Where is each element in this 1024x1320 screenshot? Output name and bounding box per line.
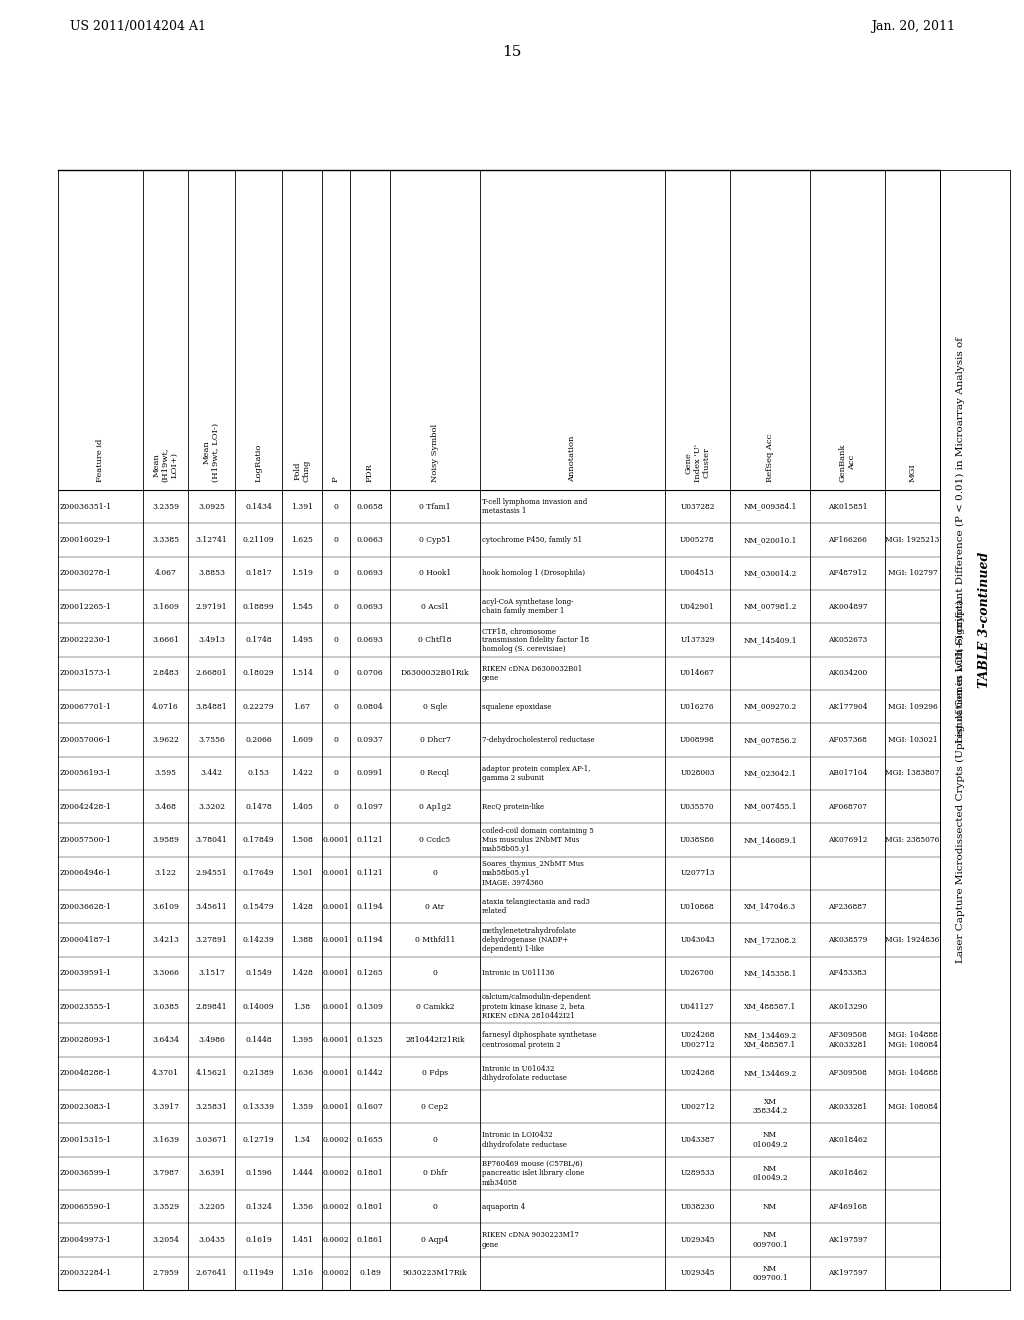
Text: RecQ protein-like: RecQ protein-like xyxy=(482,803,544,810)
Text: MGI: 104888
MGI: 108084: MGI: 104888 MGI: 108084 xyxy=(888,1031,937,1048)
Text: U038S86: U038S86 xyxy=(680,836,715,843)
Text: 0.1434: 0.1434 xyxy=(245,503,272,511)
Text: 3.7987: 3.7987 xyxy=(152,1170,179,1177)
Text: 0.1324: 0.1324 xyxy=(245,1203,272,1210)
Text: Intronic in U010432
dihydrofolate reductase: Intronic in U010432 dihydrofolate reduct… xyxy=(482,1065,567,1082)
Text: NM: NM xyxy=(763,1203,777,1210)
Text: 0: 0 xyxy=(432,969,437,977)
Text: 0 Camkk2: 0 Camkk2 xyxy=(416,1003,455,1011)
Text: 0 Ccdc5: 0 Ccdc5 xyxy=(420,836,451,843)
Text: 0: 0 xyxy=(334,702,339,710)
Text: NM_007981.2: NM_007981.2 xyxy=(743,603,797,611)
Text: 3.4986: 3.4986 xyxy=(198,1036,225,1044)
Text: Z00036351-1: Z00036351-1 xyxy=(60,503,112,511)
Text: AF469168: AF469168 xyxy=(828,1203,867,1210)
Text: 3.2359: 3.2359 xyxy=(152,503,179,511)
Text: 1.38: 1.38 xyxy=(294,1003,310,1011)
Text: 1.34: 1.34 xyxy=(294,1137,310,1144)
Text: 0.1309: 0.1309 xyxy=(356,1003,383,1011)
Text: 0.1448: 0.1448 xyxy=(245,1036,272,1044)
Text: 0.0693: 0.0693 xyxy=(356,569,383,577)
Text: 7-dehydrocholesterol reductase: 7-dehydrocholesterol reductase xyxy=(482,737,595,744)
Text: 1.636: 1.636 xyxy=(291,1069,313,1077)
Text: 0.2066: 0.2066 xyxy=(245,737,272,744)
Text: 0.1265: 0.1265 xyxy=(356,969,383,977)
Text: Z00049973-1: Z00049973-1 xyxy=(60,1236,112,1243)
Text: 0.0001: 0.0001 xyxy=(323,903,349,911)
Text: 3.3385: 3.3385 xyxy=(152,536,179,544)
Text: 0.0002: 0.0002 xyxy=(323,1236,349,1243)
Text: 1.495: 1.495 xyxy=(291,636,313,644)
Text: 0.1325: 0.1325 xyxy=(356,1036,383,1044)
Text: GenBank
Acc: GenBank Acc xyxy=(839,444,856,482)
Text: 0.153: 0.153 xyxy=(248,770,269,777)
Text: 0 Aqp4: 0 Aqp4 xyxy=(421,1236,449,1243)
Text: AK197597: AK197597 xyxy=(827,1270,867,1278)
Text: MGI: 104888: MGI: 104888 xyxy=(888,1069,937,1077)
Text: Z00015315-1: Z00015315-1 xyxy=(60,1137,112,1144)
Text: 0: 0 xyxy=(334,669,339,677)
Text: RefSeq Acc: RefSeq Acc xyxy=(766,434,774,482)
Text: Z00028093-1: Z00028093-1 xyxy=(60,1036,112,1044)
Text: 0.1817: 0.1817 xyxy=(245,569,272,577)
Text: BP760469 mouse (C57BL/6)
pancreatic islet library clone
mib34058: BP760469 mouse (C57BL/6) pancreatic isle… xyxy=(482,1160,585,1187)
Text: 3.45611: 3.45611 xyxy=(196,903,227,911)
Text: AK177904: AK177904 xyxy=(827,702,867,710)
Text: NM_009270.2: NM_009270.2 xyxy=(743,702,797,710)
Text: 0: 0 xyxy=(432,1137,437,1144)
Text: 3.2205: 3.2205 xyxy=(198,1203,225,1210)
Text: 0.0002: 0.0002 xyxy=(323,1270,349,1278)
Text: 0.21109: 0.21109 xyxy=(243,536,274,544)
Text: XM_488587.1: XM_488587.1 xyxy=(743,1003,796,1011)
Text: 0.0001: 0.0001 xyxy=(323,969,349,977)
Text: 0.0002: 0.0002 xyxy=(323,1137,349,1144)
Text: P: P xyxy=(332,477,340,482)
Text: 0 Ap1g2: 0 Ap1g2 xyxy=(419,803,452,810)
Text: AF057368: AF057368 xyxy=(828,737,867,744)
Text: Z00030278-1: Z00030278-1 xyxy=(60,569,112,577)
Text: Z00056193-1: Z00056193-1 xyxy=(60,770,112,777)
Text: farnesyl diphosphate synthetase
centrosomal protein 2: farnesyl diphosphate synthetase centroso… xyxy=(482,1031,597,1048)
Text: 0.0693: 0.0693 xyxy=(356,603,383,611)
Text: 3.27891: 3.27891 xyxy=(196,936,227,944)
Text: Z00048288-1: Z00048288-1 xyxy=(60,1069,112,1077)
Text: U005278: U005278 xyxy=(680,536,715,544)
Text: 3.7556: 3.7556 xyxy=(198,737,225,744)
Text: NM
009700.1: NM 009700.1 xyxy=(753,1232,787,1249)
Text: 2.97191: 2.97191 xyxy=(196,603,227,611)
Text: Z00012265-1: Z00012265-1 xyxy=(60,603,112,611)
Text: adaptor protein complex AP-1,
gamma 2 subunit: adaptor protein complex AP-1, gamma 2 su… xyxy=(482,764,591,781)
Text: 1.508: 1.508 xyxy=(291,836,313,843)
Text: 0: 0 xyxy=(432,1203,437,1210)
Text: 0.0804: 0.0804 xyxy=(356,702,383,710)
Text: 3.8853: 3.8853 xyxy=(198,569,225,577)
Text: 3.9622: 3.9622 xyxy=(152,737,179,744)
Text: 0.0937: 0.0937 xyxy=(356,737,383,744)
Text: 1.444: 1.444 xyxy=(291,1170,313,1177)
Text: 0: 0 xyxy=(334,569,339,577)
Text: aquaporin 4: aquaporin 4 xyxy=(482,1203,525,1210)
Text: 1.359: 1.359 xyxy=(291,1102,313,1110)
Text: 3.3066: 3.3066 xyxy=(152,969,179,977)
Text: 0.0001: 0.0001 xyxy=(323,1036,349,1044)
Text: 1.545: 1.545 xyxy=(291,603,313,611)
Text: FDR: FDR xyxy=(366,463,374,482)
Text: 0.0658: 0.0658 xyxy=(356,503,383,511)
Text: AK076912: AK076912 xyxy=(827,836,867,843)
Text: 0.1442: 0.1442 xyxy=(356,1069,383,1077)
Text: 0.17649: 0.17649 xyxy=(243,870,274,878)
Text: 0.1801: 0.1801 xyxy=(356,1170,383,1177)
Text: TABLE 3-continued: TABLE 3-continued xyxy=(979,552,991,688)
Text: 4.3701: 4.3701 xyxy=(152,1069,179,1077)
Text: 0: 0 xyxy=(334,603,339,611)
Text: 0: 0 xyxy=(334,737,339,744)
Text: U014667: U014667 xyxy=(680,669,715,677)
Text: MGI: 102797: MGI: 102797 xyxy=(888,569,937,577)
Text: Jan. 20, 2011: Jan. 20, 2011 xyxy=(871,20,955,33)
Text: U029345: U029345 xyxy=(680,1236,715,1243)
Text: 0 Tfam1: 0 Tfam1 xyxy=(419,503,451,511)
Text: 1.67: 1.67 xyxy=(294,702,310,710)
Text: 2.89841: 2.89841 xyxy=(196,1003,227,1011)
Text: U004513: U004513 xyxy=(680,569,715,577)
Text: D6300032B01Rik: D6300032B01Rik xyxy=(400,669,469,677)
